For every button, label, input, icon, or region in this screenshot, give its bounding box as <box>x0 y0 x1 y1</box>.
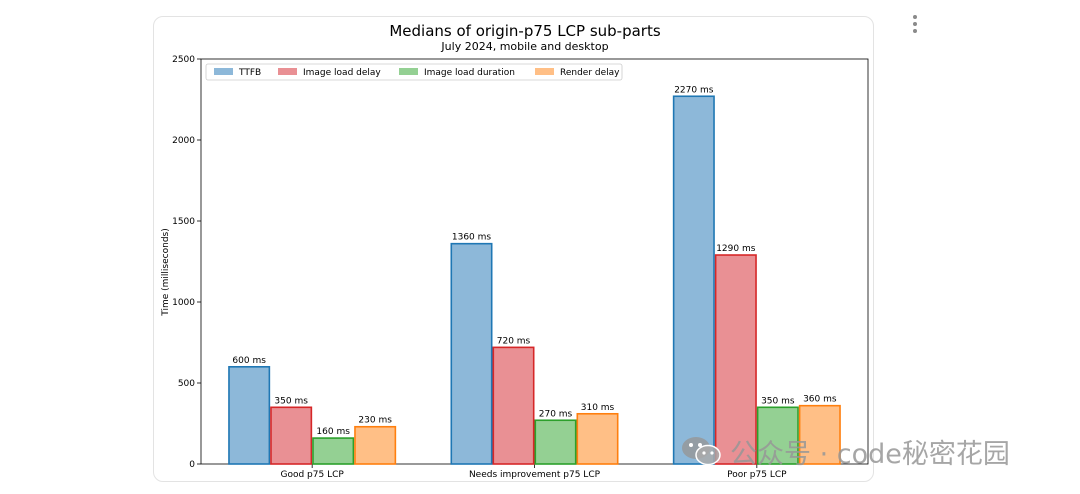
bar <box>534 419 577 465</box>
bar <box>576 412 619 465</box>
more-vertical-icon[interactable] <box>908 12 922 36</box>
y-tick-label: 0 <box>189 460 195 470</box>
watermark: 公众号 · code秘密花园 <box>680 430 1010 472</box>
bar <box>312 437 355 465</box>
bar <box>492 346 535 465</box>
chart-card: Medians of origin-p75 LCP sub-parts July… <box>153 16 874 482</box>
bar-value-label: 600 ms <box>232 356 266 366</box>
bar-value-label: 230 ms <box>358 416 392 426</box>
legend-label: Image load delay <box>303 68 381 78</box>
bar-value-label: 350 ms <box>761 396 795 406</box>
legend-swatch <box>535 68 554 75</box>
x-tick-label: Good p75 LCP <box>281 470 345 480</box>
bar-value-label: 160 ms <box>316 427 350 437</box>
bar-value-label: 350 ms <box>274 396 308 406</box>
bar-value-label: 360 ms <box>803 395 837 405</box>
y-tick-label: 2500 <box>172 55 195 65</box>
legend-swatch <box>278 68 297 75</box>
bar-value-label: 1360 ms <box>452 233 492 243</box>
x-tick-label: Needs improvement p75 LCP <box>469 470 601 480</box>
bar-value-label: 2270 ms <box>674 85 714 95</box>
x-tick-label: Poor p75 LCP <box>727 470 787 480</box>
legend-label: TTFB <box>238 68 261 78</box>
wechat-icon <box>682 437 721 466</box>
chart-title: Medians of origin-p75 LCP sub-parts <box>389 22 661 40</box>
legend-label: Image load duration <box>424 68 515 78</box>
y-axis-label: Time (milliseconds) <box>161 228 171 316</box>
y-tick-label: 2000 <box>172 136 195 146</box>
bar <box>450 242 493 465</box>
bar-value-label: 310 ms <box>581 403 615 413</box>
bar-value-label: 720 ms <box>497 336 531 346</box>
y-tick-label: 1500 <box>172 217 195 227</box>
y-tick-label: 500 <box>178 379 195 389</box>
watermark-text: 公众号 · code秘密花园 <box>730 438 1010 470</box>
bar-chart: Medians of origin-p75 LCP sub-parts July… <box>161 22 869 480</box>
legend-swatch <box>214 68 233 75</box>
bar <box>672 95 715 465</box>
bar-value-label: 1290 ms <box>716 244 756 254</box>
bar <box>798 404 841 465</box>
chart-subtitle: July 2024, mobile and desktop <box>440 40 608 53</box>
bar <box>270 406 313 465</box>
y-tick-label: 1000 <box>172 298 195 308</box>
legend-swatch <box>399 68 418 75</box>
bar <box>756 406 799 465</box>
bar <box>228 365 271 465</box>
bar <box>714 254 757 465</box>
bar <box>354 425 397 465</box>
legend-label: Render delay <box>560 68 620 78</box>
bar-value-label: 270 ms <box>539 409 573 419</box>
